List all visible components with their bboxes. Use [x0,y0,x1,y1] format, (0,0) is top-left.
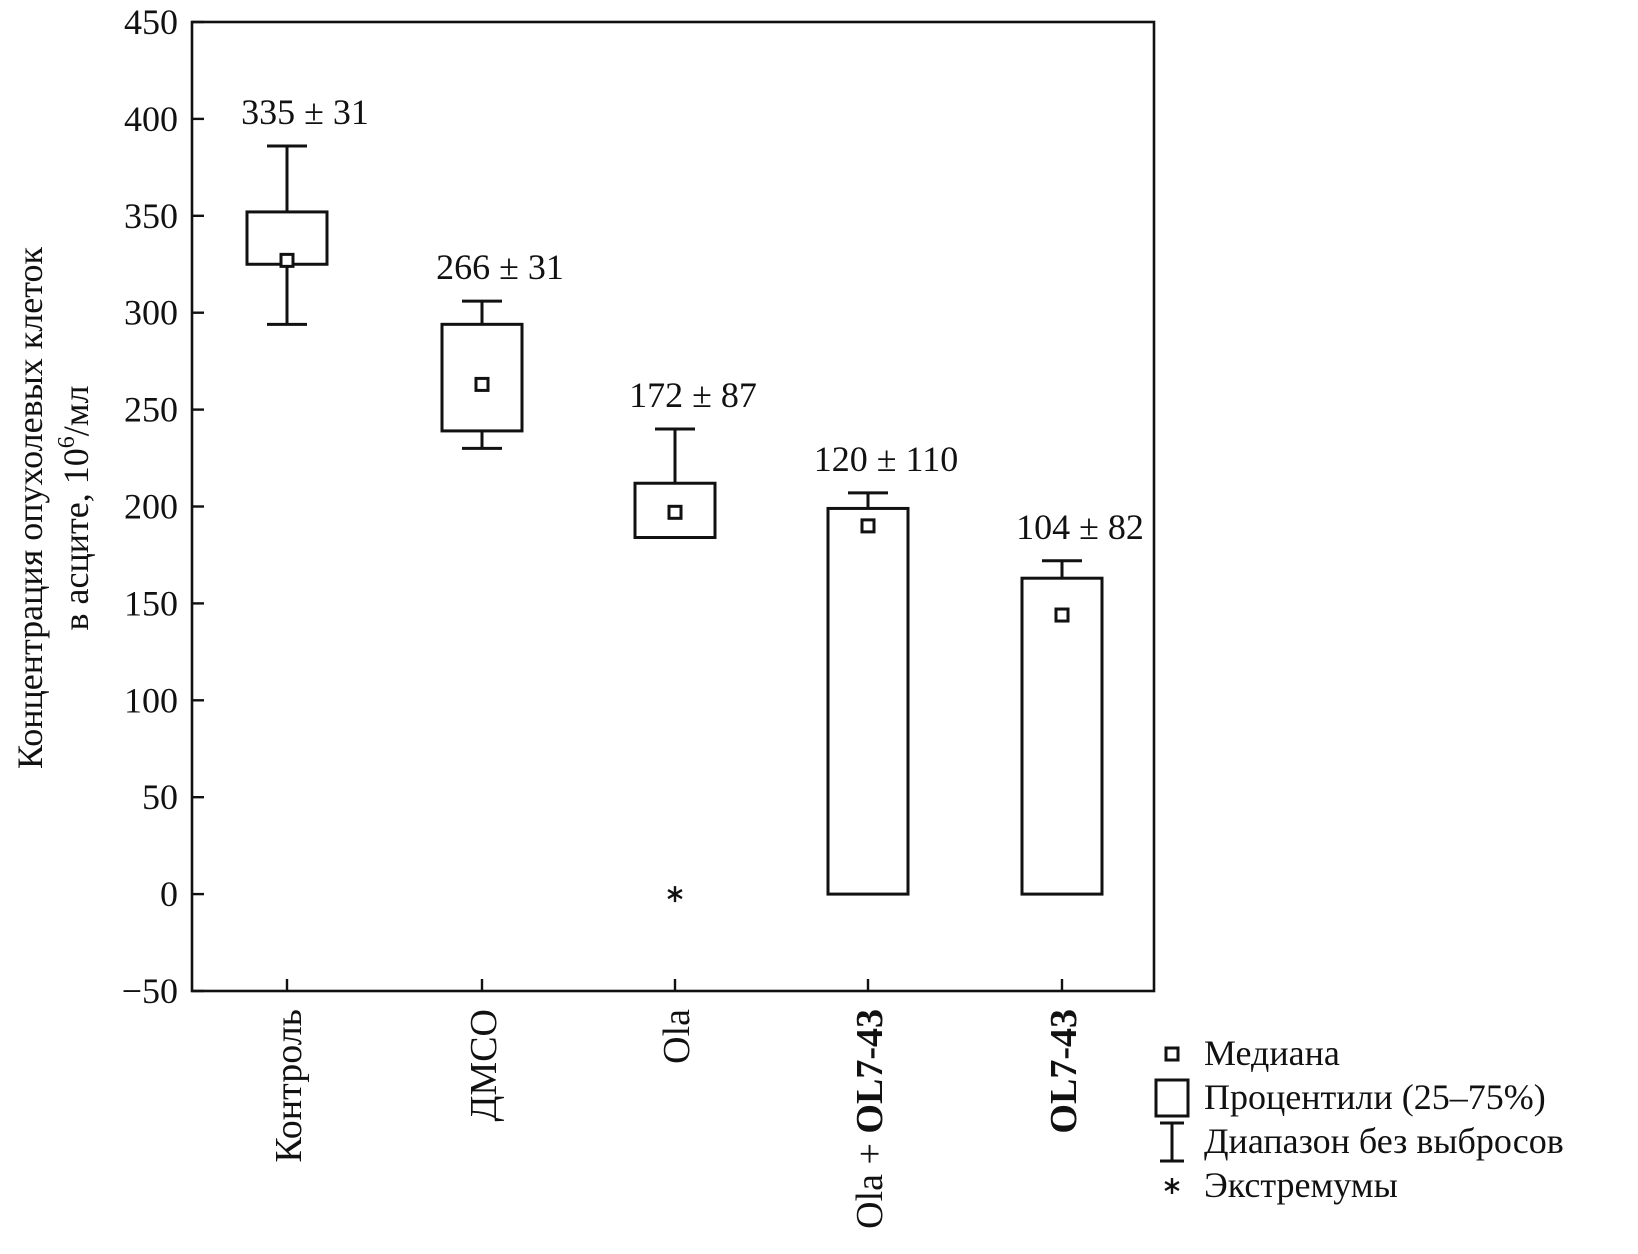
median-marker-1 [474,376,490,392]
box-group-4 [1020,559,1104,896]
median-marker-3 [860,518,876,534]
y-tick-label-5: 200 [124,487,178,527]
y-axis-title-line1: Концентрация опухолевых клеток [10,247,50,769]
median-marker-2 [667,504,683,520]
y-axis-title-line2-unit: /мл [56,385,96,436]
y-tick-label-9: 400 [124,99,178,139]
x-category-label-2: Ola [656,1009,698,1064]
annotations-layer: 335 ± 31 266 ± 31 172 ± 87 120 ± 110 104 ± 8… [241,92,1144,547]
box-annotation-2: 172 ± 87 [629,375,757,415]
y-tick-label-10: 450 [124,2,178,42]
y-tick-label-0: −50 [122,971,178,1011]
y-tick-label-4: 150 [124,583,178,623]
box-iqr-3 [826,506,910,896]
legend-item-0: Медиана [1164,1033,1340,1073]
x-category-label-4-part-0: OL7-43 [1043,1009,1085,1134]
box-annotation-4: 104 ± 82 [1016,507,1144,547]
y-tick-label-2: 50 [142,777,178,817]
legend-item-1: Процентили (25–75%) [1154,1077,1546,1118]
x-category-label-3-part-1: OL7-43 [849,1009,891,1134]
y-tick-label-3: 100 [124,680,178,720]
legend-box-symbol [1154,1078,1190,1118]
x-category-label-3: Ola + OL7-43 [849,1009,891,1229]
x-category-label-2-part-0: Ola [656,1009,698,1064]
y-axis-title: Концентрация опухолевых клеток в асците,… [10,247,96,769]
box-group-2 [633,427,717,903]
box-annotation-3: 120 ± 110 [814,439,958,479]
box-annotation-0: 335 ± 31 [241,92,369,132]
legend-label-1: Процентили (25–75%) [1204,1077,1546,1117]
median-marker-4 [1054,607,1070,623]
legend-extreme-c [1164,1180,1180,1192]
box-group-0 [245,144,329,326]
extreme-stroke-c [667,889,683,900]
legend-median-symbol [1164,1046,1180,1062]
x-category-label-3-part-0: Ola + [849,1134,891,1229]
box-annotation-1: 266 ± 31 [436,247,564,287]
y-tick-label-8: 350 [124,196,178,236]
legend-item-2: Диапазон без выбросов [1160,1121,1564,1163]
y-tick-label-1: 0 [160,874,178,914]
y-tick-label-7: 300 [124,293,178,333]
median-marker-0 [279,252,295,268]
legend-label-0: Медиана [1204,1033,1340,1073]
legend-label-3: Экстремумы [1204,1165,1398,1205]
x-category-label-1-part-0: ДМСО [463,1009,505,1122]
boxes-layer [245,144,1104,903]
legend-label-2: Диапазон без выбросов [1204,1121,1564,1161]
extreme-marker-2-0 [667,886,683,903]
legend-item-3: Экстремумы [1164,1165,1398,1205]
x-category-label-0: Контроль [268,1009,310,1163]
y-axis-ticks: −50 0 50 100 150 200 250 300 350 400 450 [122,2,204,1011]
y-tick-label-6: 250 [124,390,178,430]
box-group-1 [440,299,524,450]
y-axis-title-line2-sup: 6 [54,436,80,448]
x-category-label-1: ДМСО [463,1009,505,1122]
y-axis-title-line2: в асците, 106/мл [54,385,96,630]
x-category-label-4: OL7-43 [1043,1009,1085,1134]
x-category-label-0-part-0: Контроль [268,1009,310,1163]
box-group-3 [826,491,910,896]
box-iqr-4 [1020,576,1104,896]
y-axis-title-line2-main: в асците, 10 [56,448,96,630]
